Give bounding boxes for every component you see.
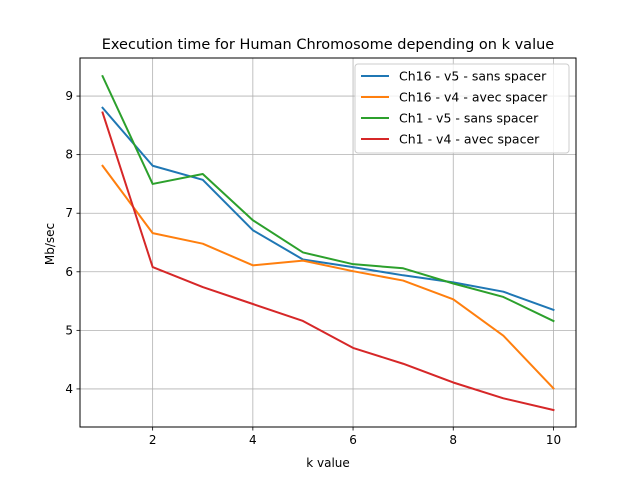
x-axis-ticks: 2 4 6 8 10	[149, 427, 561, 447]
legend-box	[354, 63, 570, 154]
x-tick-label: 2	[149, 433, 157, 447]
x-axis-label: k value	[306, 456, 350, 470]
y-tick-label: 7	[65, 206, 73, 220]
legend: Ch16 - v5 - sans spacer Ch16 - v4 - avec …	[354, 63, 570, 154]
plot-area-frame	[79, 57, 577, 428]
x-tick-label: 10	[546, 433, 561, 447]
y-tick-label: 5	[65, 323, 73, 337]
x-tick-label: 8	[449, 433, 457, 447]
series-line	[101, 74, 555, 323]
y-axis-ticks: 4 5 6 7 8 9	[65, 89, 80, 396]
series-lines	[101, 74, 555, 412]
legend-label: Ch1 - v5 - sans spacer	[399, 111, 539, 126]
y-tick-label: 6	[65, 265, 73, 279]
x-tick-label: 6	[349, 433, 357, 447]
legend-label: Ch16 - v5 - sans spacer	[399, 69, 547, 84]
series-line	[101, 106, 555, 312]
y-tick-label: 8	[65, 148, 73, 162]
chart-title: Execution time for Human Chromosome depe…	[102, 37, 555, 53]
series-line	[101, 111, 555, 412]
y-axis-label: Mb/sec	[43, 223, 57, 265]
x-tick-label: 4	[249, 433, 257, 447]
y-tick-label: 4	[65, 382, 73, 396]
series-line	[101, 164, 555, 390]
legend-label: Ch16 - v4 - avec spacer	[399, 90, 548, 105]
y-tick-label: 9	[65, 89, 73, 103]
legend-label: Ch1 - v4 - avec spacer	[399, 132, 540, 147]
